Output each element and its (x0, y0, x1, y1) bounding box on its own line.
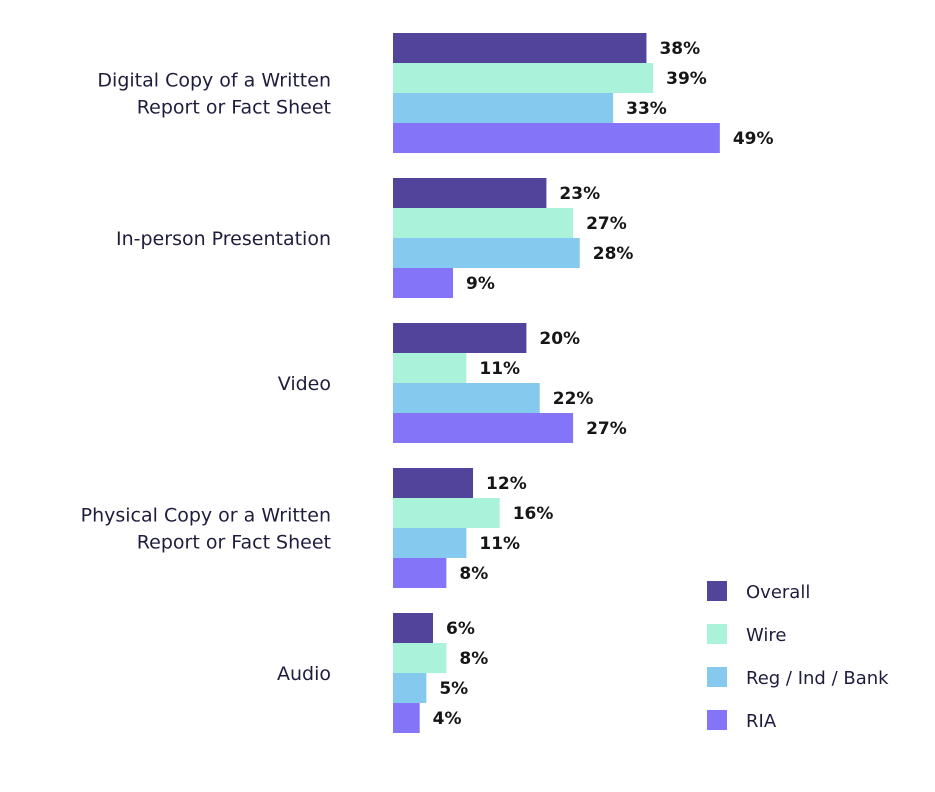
legend-label: Wire (746, 625, 786, 646)
value-label: 22% (553, 389, 594, 409)
bar-overall (393, 468, 474, 498)
value-label: 4% (433, 709, 462, 729)
bar-overall (393, 33, 647, 63)
value-label: 8% (459, 649, 488, 669)
value-label: 49% (733, 129, 774, 149)
value-label: 9% (466, 274, 495, 294)
category-label: In-person Presentation (116, 228, 331, 250)
bar-wire (393, 353, 467, 383)
value-label: 12% (486, 474, 527, 494)
legend-swatch (707, 710, 727, 730)
value-label: 11% (479, 359, 520, 379)
bar-reg-ind-bank (393, 673, 427, 703)
value-label: 5% (439, 679, 468, 699)
bar-overall (393, 323, 527, 353)
legend-label: RIA (746, 711, 777, 732)
legend-label: Overall (746, 582, 810, 603)
category-label: Report or Fact Sheet (137, 97, 331, 119)
bar-ria (393, 558, 447, 588)
bar-reg-ind-bank (393, 238, 580, 268)
value-label: 39% (666, 69, 707, 89)
value-label: 8% (459, 564, 488, 584)
bar-wire (393, 208, 574, 238)
value-label: 27% (586, 214, 627, 234)
value-label: 38% (659, 39, 700, 59)
legend-swatch (707, 624, 727, 644)
legend-swatch (707, 581, 727, 601)
bar-ria (393, 123, 720, 153)
bar-reg-ind-bank (393, 528, 467, 558)
bars (393, 33, 720, 733)
bar-overall (393, 178, 547, 208)
bar-reg-ind-bank (393, 93, 614, 123)
bar-ria (393, 268, 454, 298)
value-label: 28% (593, 244, 634, 264)
value-label: 16% (513, 504, 554, 524)
category-label: Digital Copy of a Written (97, 70, 331, 92)
value-label: 11% (479, 534, 520, 554)
bar-ria (393, 703, 420, 733)
bar-reg-ind-bank (393, 383, 540, 413)
bar-ria (393, 413, 574, 443)
value-label: 20% (539, 329, 580, 349)
value-label: 27% (586, 419, 627, 439)
value-label: 6% (446, 619, 475, 639)
value-label: 33% (626, 99, 667, 119)
category-label: Audio (277, 663, 331, 685)
legend-swatch (707, 667, 727, 687)
legend: Overall Wire Reg / Ind / Bank RIA (707, 581, 889, 732)
bar-wire (393, 63, 654, 93)
bar-wire (393, 498, 500, 528)
value-labels: 38% 39% 33% 49% 23% 27% 28% 9% 20% 11% 22% 27% 12% 16… (433, 39, 774, 729)
bar-wire (393, 643, 447, 673)
category-label: Video (278, 373, 331, 395)
legend-label: Reg / Ind / Bank (746, 668, 889, 689)
bar-overall (393, 613, 434, 643)
value-label: 23% (559, 184, 600, 204)
category-label: Report or Fact Sheet (137, 532, 331, 554)
category-label: Physical Copy or a Written (81, 505, 331, 527)
category-labels: Digital Copy of a Written Report or Fact … (81, 70, 331, 686)
